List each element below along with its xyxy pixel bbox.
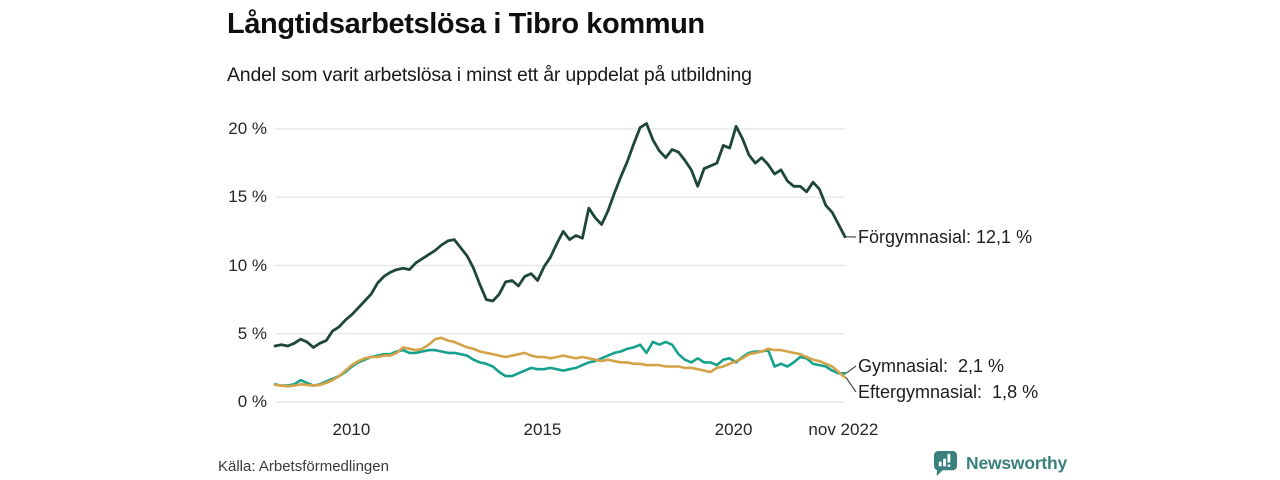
y-tick-label: 5 %: [237, 323, 267, 343]
series-label-forgymnasial: Förgymnasial: 12,1 %: [858, 227, 1033, 247]
source-attribution: Källa: Arbetsförmedlingen: [218, 458, 389, 475]
x-tick-label: 2010: [332, 420, 371, 439]
y-tick-label: 15 %: [228, 187, 267, 207]
series-label-eftergymnasial: Eftergymnasial: 1,8 %: [858, 382, 1039, 402]
chart-title: Långtidsarbetslösa i Tibro kommun: [227, 8, 705, 40]
series-line-gymnasial: [273, 340, 847, 387]
newsworthy-wordmark: Newsworthy: [966, 452, 1068, 473]
y-tick-label: 10 %: [228, 255, 267, 275]
chart-subtitle: Andel som varit arbetslösa i minst ett å…: [227, 64, 752, 86]
series-line-eftergymnasial: [273, 336, 847, 388]
x-tick-label: 2015: [523, 420, 562, 439]
x-tick-label: nov 2022: [808, 420, 879, 439]
y-tick-label: 0 %: [237, 392, 267, 411]
series-line-förgymnasial: [273, 122, 847, 349]
y-tick-label: 20 %: [228, 119, 267, 138]
newsworthy-logo-icon: [933, 450, 958, 476]
newsworthy-branding: Newsworthy: [933, 450, 1067, 476]
label-connector: [845, 377, 857, 393]
series-label-gymnasial: Gymnasial: 2,1 %: [858, 356, 1005, 376]
label-connector: [845, 365, 857, 374]
x-tick-label: 2020: [714, 420, 753, 439]
